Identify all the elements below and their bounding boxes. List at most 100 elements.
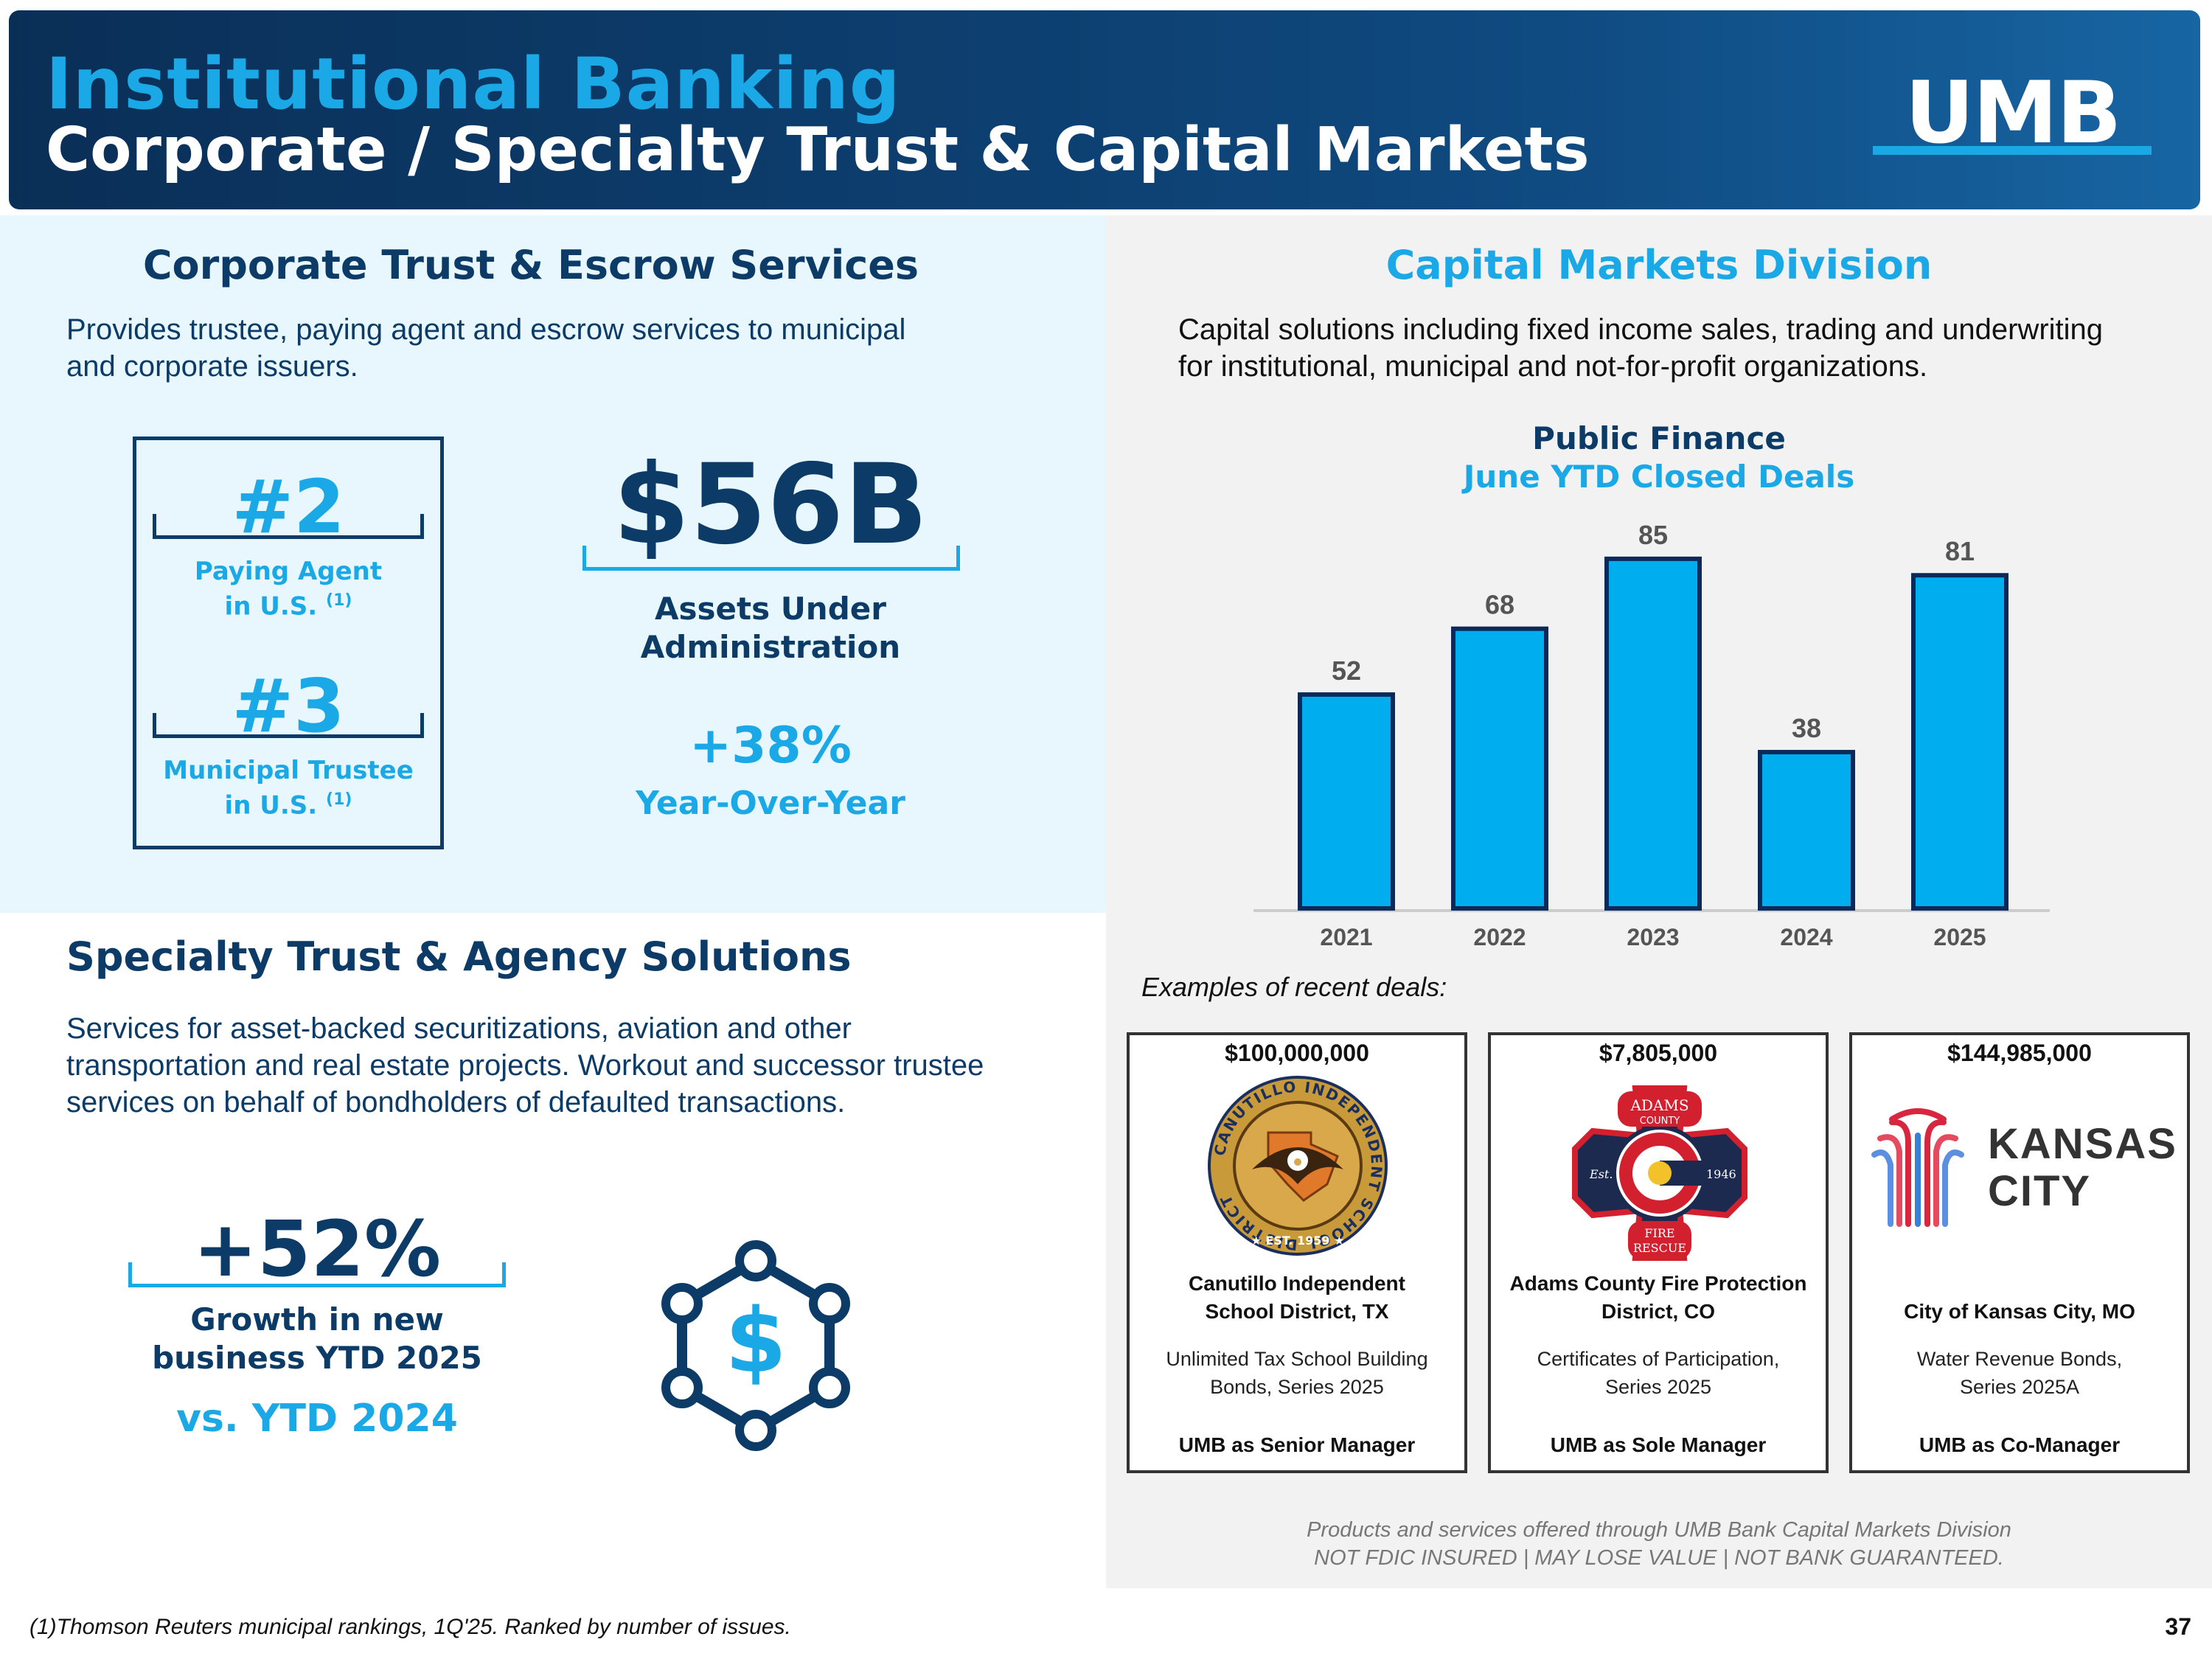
chart-data-label: 52 <box>1332 655 1361 686</box>
chart-bar-2025 <box>1911 573 2008 911</box>
deal-description: Unlimited Tax School Building Bonds, Ser… <box>1130 1345 1464 1401</box>
rank-label-line: in U.S. <box>224 591 318 622</box>
municipal-trustee-label: Municipal Trustee in U.S. (1) <box>133 756 444 820</box>
page-number: 37 <box>2165 1613 2191 1640</box>
deal-description: Water Revenue Bonds, Series 2025A <box>1852 1345 2187 1401</box>
logo-text-line: KANSAS <box>1988 1120 2177 1168</box>
badge-bottom-text-2: RESCUE <box>1633 1241 1686 1255</box>
kansas-city-logo: KANSAS CITY <box>1863 1099 2177 1239</box>
kansas-city-logo-text: KANSAS CITY <box>1988 1121 2177 1215</box>
description-line: Capital solutions including fixed income… <box>1178 313 2104 346</box>
dollar-network-icon: $ <box>649 1239 863 1453</box>
adams-county-fire-rescue-badge: ADAMS COUNTY Est. 1946 FIRE RESCUE <box>1569 1082 1750 1264</box>
yoy-growth-label: Year-Over-Year <box>636 785 905 822</box>
deal-issuer: Adams County Fire Protection District, C… <box>1491 1270 1826 1326</box>
description-line: Provides trustee, paying agent and escro… <box>66 313 906 346</box>
description-line: services on behalf of bondholders of def… <box>66 1086 846 1119</box>
deal-amount: $144,985,000 <box>1947 1040 2092 1066</box>
new-business-growth-label: Growth in new business YTD 2025 <box>96 1301 538 1377</box>
stat-label-line: Assets Under <box>655 591 886 627</box>
badge-top-text: ADAMS <box>1630 1096 1688 1114</box>
page-title: Institutional Banking <box>46 43 901 125</box>
deal-amount: $100,000,000 <box>1225 1040 1369 1066</box>
description-line: and corporate issuers. <box>66 350 358 383</box>
description-line: for institutional, municipal and not-for… <box>1178 350 1928 383</box>
specialty-trust-description: Services for asset-backed securitization… <box>66 1010 1084 1121</box>
description-line: Water Revenue Bonds, <box>1916 1348 2123 1370</box>
footnote-mark: (1) <box>326 790 352 809</box>
chart-svg: 52 2021 68 2022 85 2023 38 2024 81 2025 <box>1253 520 2050 950</box>
capital-markets-title: Capital Markets Division <box>1385 242 1933 288</box>
badge-county-text: COUNTY <box>1640 1116 1680 1127</box>
rank-label-line: in U.S. <box>224 790 318 821</box>
new-business-growth-value: +52% <box>192 1204 442 1294</box>
chart-bar-2021 <box>1298 692 1395 911</box>
deal-issuer: City of Kansas City, MO <box>1852 1270 2187 1326</box>
description-line: Series 2025 <box>1604 1376 1712 1398</box>
corporate-trust-title: Corporate Trust & Escrow Services <box>142 242 919 288</box>
corporate-trust-description: Provides trustee, paying agent and escro… <box>66 311 1054 385</box>
growth-bracket <box>128 1262 506 1287</box>
header-banner: Institutional Banking Corporate / Specia… <box>9 10 2200 209</box>
assets-under-administration-label: Assets Under Administration <box>549 590 992 667</box>
deal-role: UMB as Co-Manager <box>1919 1433 2121 1456</box>
chart-data-label: 38 <box>1792 713 1821 743</box>
stat-label-line: Growth in new <box>190 1301 444 1338</box>
public-finance-bar-chart: 52 2021 68 2022 85 2023 38 2024 81 2025 <box>1253 509 2065 966</box>
page-subtitle: Corporate / Specialty Trust & Capital Ma… <box>46 115 1590 185</box>
footnote-mark: (1) <box>326 591 352 610</box>
badge-est-left: Est. <box>1589 1167 1613 1181</box>
issuer-line: Adams County Fire Protection <box>1509 1272 1807 1295</box>
rank-bracket <box>153 514 424 539</box>
issuer-line <box>1860 1270 2180 1298</box>
chart-data-label: 81 <box>1945 536 1975 566</box>
rank-bracket <box>153 713 424 738</box>
rankings-box: #2 Paying Agent in U.S. (1) #3 Municipal… <box>133 437 444 849</box>
deal-issuer: Canutillo Independent School District, T… <box>1130 1270 1464 1326</box>
rank-label-line: Municipal Trustee <box>163 756 414 785</box>
specialty-trust-title: Specialty Trust & Agency Solutions <box>66 933 852 980</box>
badge-est-right: 1946 <box>1706 1167 1736 1181</box>
disclaimer-line: Products and services offered through UM… <box>1307 1518 2011 1542</box>
examples-label: Examples of recent deals: <box>1141 972 1447 1002</box>
deal-amount: $7,805,000 <box>1599 1040 1718 1066</box>
paying-agent-label: Paying Agent in U.S. (1) <box>133 557 444 621</box>
issuer-line: Canutillo Independent <box>1189 1272 1405 1295</box>
growth-comparison-label: vs. YTD 2024 <box>176 1397 458 1441</box>
stat-label-line: business YTD 2025 <box>152 1340 482 1376</box>
chart-tick-label: 2023 <box>1627 924 1679 950</box>
description-line: Unlimited Tax School Building <box>1166 1348 1428 1370</box>
deal-description: Certificates of Participation, Series 20… <box>1491 1345 1826 1401</box>
yoy-growth-value: +38% <box>689 717 852 775</box>
chart-bar-2023 <box>1604 556 1702 911</box>
chart-tick-label: 2021 <box>1320 924 1372 950</box>
description-line: Series 2025A <box>1959 1376 2080 1398</box>
footnote: (1)Thomson Reuters municipal rankings, 1… <box>29 1615 791 1639</box>
description-line: Certificates of Participation, <box>1537 1348 1780 1370</box>
corporate-trust-panel <box>0 215 1106 913</box>
disclaimer-line: NOT FDIC INSURED | MAY LOSE VALUE | NOT … <box>1314 1546 2004 1570</box>
deal-role: UMB as Sole Manager <box>1550 1433 1767 1456</box>
aua-bracket <box>582 546 960 571</box>
umb-logo-underline <box>1873 146 2152 155</box>
chart-tick-label: 2024 <box>1780 924 1832 950</box>
svg-text:$: $ <box>725 1290 787 1393</box>
chart-bar-2024 <box>1758 750 1855 911</box>
stat-label-line: Administration <box>640 629 901 665</box>
capital-markets-description: Capital solutions including fixed income… <box>1178 311 2196 385</box>
chart-subtitle: June YTD Closed Deals <box>1463 459 1855 495</box>
issuer-line: City of Kansas City, MO <box>1904 1300 2135 1323</box>
description-line: Bonds, Series 2025 <box>1210 1376 1384 1398</box>
deal-card-adams-county: $7,805,000 ADAMS COUNTY Est. 1946 FIRE R… <box>1488 1032 1829 1473</box>
chart-title: Public Finance <box>1532 420 1786 456</box>
canutillo-isd-seal: CANUTILLO INDEPENDENT SCHOOL DISTRICT ★ … <box>1200 1074 1395 1258</box>
badge-bottom-text-1: FIRE <box>1644 1226 1674 1240</box>
chart-data-label: 68 <box>1485 590 1514 620</box>
chart-bar-2022 <box>1451 626 1548 911</box>
umb-logo: UMB <box>1867 63 2158 163</box>
description-line: Services for asset-backed securitization… <box>66 1012 852 1045</box>
chart-tick-label: 2022 <box>1473 924 1526 950</box>
chart-data-label: 85 <box>1638 520 1668 550</box>
assets-under-administration-value: $56B <box>613 441 928 569</box>
fountain-icon <box>1871 1108 1964 1227</box>
